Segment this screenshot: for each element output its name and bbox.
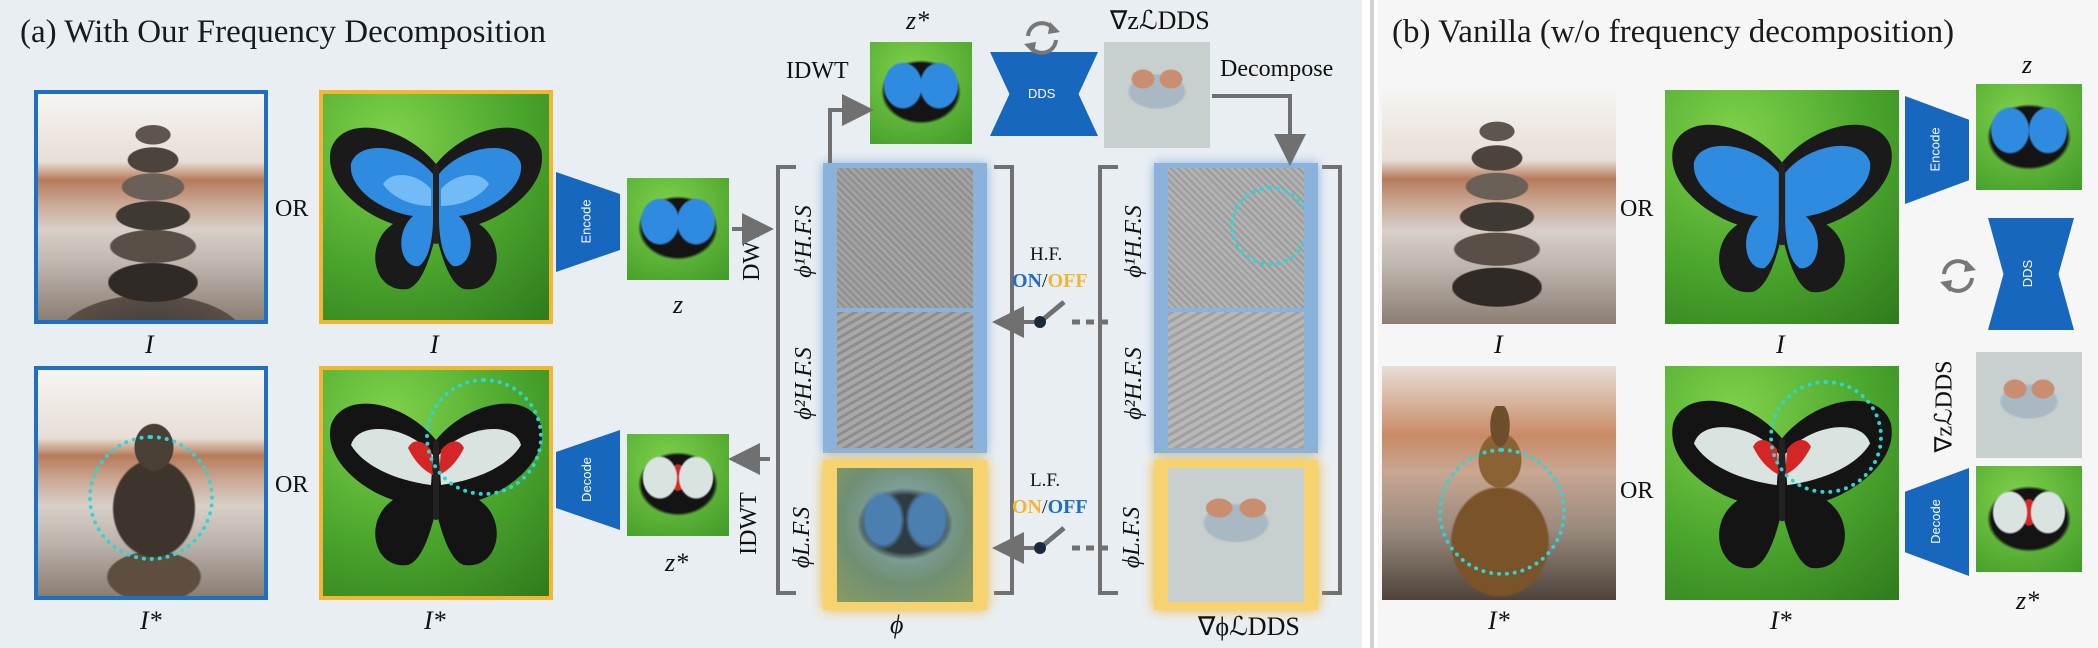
latent-wings: [1986, 104, 2072, 170]
latent-wings: [880, 60, 962, 124]
b-label-grad-z: ∇zℒDDS: [1931, 360, 1958, 453]
switch-lf-label: L.F.: [1030, 470, 1061, 491]
refresh-icon: [1024, 21, 1060, 55]
hf-off: OFF: [1047, 270, 1088, 292]
grad-bracket-left: [1098, 165, 1118, 595]
b-latent-z-star-image: [1976, 466, 2082, 572]
latent-wings: [637, 196, 719, 260]
stones-output-image: [34, 366, 268, 600]
switch-hf-onoff: ON/OFF: [1012, 270, 1088, 293]
butterfly-blue-drawing: [1672, 124, 1892, 293]
or-bottom: OR: [275, 472, 309, 498]
grad-hf1-coefficients: [1168, 168, 1304, 308]
butterfly-output-image: [319, 366, 553, 600]
latent-wings: [1986, 486, 2072, 552]
panel-b-title: (b) Vanilla (w/o frequency decomposition…: [1392, 14, 1955, 50]
grad-hf2-coefficients: [1168, 312, 1304, 448]
latent-z-star-bottom-image: [627, 434, 729, 536]
grad-lf-coefficients: [1168, 468, 1304, 602]
butterfly-blue-drawing: [329, 127, 543, 290]
or-top: OR: [275, 196, 309, 222]
b-or-bottom: OR: [1620, 478, 1654, 504]
lf-butterfly-blur: [855, 488, 955, 568]
b-decoder-label: Decode: [1927, 499, 1943, 544]
b-label-latent-z: z: [2022, 50, 2033, 79]
latent-wings: [637, 452, 719, 516]
stone-stack: [108, 124, 198, 304]
label-grad-z: ∇zℒDDS: [1110, 6, 1210, 35]
grad-z-image: [1104, 42, 1210, 148]
switch-hf: [992, 300, 1112, 338]
op-idwt-top: IDWT: [786, 58, 849, 84]
switch-lf: [992, 526, 1112, 564]
latent-z-star-top-image: [870, 42, 972, 144]
switch-lf-onoff: ON/OFF: [1012, 496, 1088, 519]
phi-hf1-coefficients: [837, 168, 973, 308]
b-label-output-image: I*: [1488, 606, 1510, 635]
panel-b-butterfly-input: [1665, 90, 1899, 324]
b-label-latent-z-star: z*: [2016, 586, 2040, 615]
phi-hf2-coefficients: [837, 312, 973, 448]
panel-divider: [1370, 0, 1374, 648]
stones-input-image: [34, 90, 268, 324]
arrow-decompose-down: [1212, 94, 1306, 166]
op-decompose: Decompose: [1220, 56, 1334, 82]
phi-bracket-left: [776, 165, 796, 595]
edit-highlight-circle: [1230, 186, 1304, 266]
panel-b-stones-output: [1382, 366, 1616, 600]
edit-highlight-circle: [1769, 380, 1883, 494]
hf-on: ON: [1012, 270, 1042, 292]
label-phi: ϕ: [890, 610, 904, 639]
label-output-image: I*: [140, 606, 162, 635]
b-label-input-butterfly: I: [1776, 330, 1785, 359]
dds-label: DDS: [1028, 86, 1056, 101]
label-input-butterfly: I: [430, 330, 439, 359]
phi-lf-coefficients: [837, 468, 973, 602]
lf-on: ON: [1012, 496, 1042, 518]
lf-slash: /: [1042, 496, 1048, 518]
panel-a-title: (a) With Our Frequency Decomposition: [20, 14, 546, 50]
b-latent-z-image: [1976, 84, 2082, 190]
grad-lf-pattern: [1194, 490, 1278, 550]
b-label-input-image: I: [1494, 330, 1503, 359]
grad-pattern: [1994, 374, 2064, 424]
hf-slash: /: [1042, 270, 1048, 292]
edit-highlight-circle: [88, 435, 214, 561]
panel-b-stones-input: [1382, 90, 1616, 324]
panel-a-arrows: [728, 94, 1306, 564]
grad-pattern: [1122, 64, 1192, 114]
lf-off: OFF: [1047, 496, 1088, 518]
label-input-image: I: [145, 330, 154, 359]
label-latent-z-star-top: z*: [906, 6, 930, 35]
arrow-phi-to-idwt-top: [828, 94, 874, 163]
latent-z-image: [627, 178, 729, 280]
label-latent-z-star-bottom: z*: [665, 548, 689, 577]
label-grad-phi: ∇ϕℒDDS: [1198, 612, 1300, 641]
b-encoder-label: Encode: [1927, 127, 1943, 172]
label-output-butterfly: I*: [424, 606, 446, 635]
phi-bracket-right: [994, 165, 1014, 595]
b-dds-label: DDS: [2020, 259, 2036, 288]
b-or-top: OR: [1620, 196, 1654, 222]
b-grad-z-image: [1976, 352, 2082, 458]
grad-bracket-right: [1322, 165, 1342, 595]
edit-highlight-circle: [1438, 448, 1566, 576]
b-refresh-icon: [1940, 259, 1976, 293]
stone-stack: [1452, 120, 1542, 310]
b-label-output-butterfly: I*: [1770, 606, 1792, 635]
switch-hf-label: H.F.: [1030, 244, 1063, 265]
panel-b-butterfly-output: [1665, 366, 1899, 600]
label-latent-z: z: [673, 290, 684, 319]
butterfly-input-image: [319, 90, 553, 324]
edit-highlight-circle: [425, 378, 543, 496]
